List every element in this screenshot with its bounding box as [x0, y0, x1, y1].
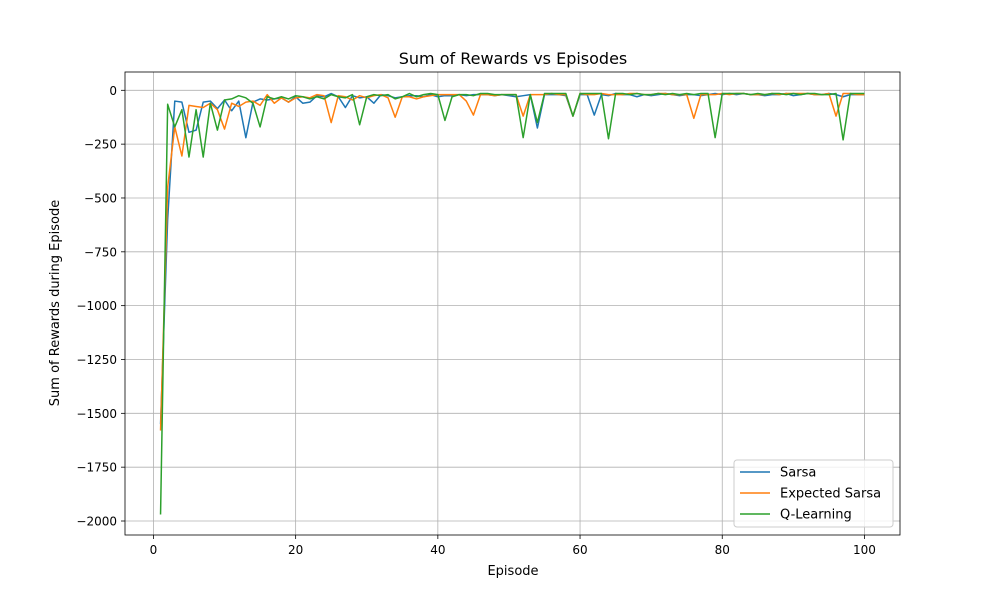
- x-axis-label: Episode: [487, 564, 538, 579]
- x-tick-label: 0: [150, 543, 158, 557]
- y-tick-label: −2000: [76, 515, 117, 529]
- series-line-q-learning: [159, 92, 865, 515]
- legend-label: Expected Sarsa: [780, 487, 881, 502]
- axes-frame: [124, 71, 901, 536]
- y-tick-label: −1000: [76, 299, 117, 313]
- legend: Sarsa Expected Sarsa Q-Learning: [733, 459, 894, 528]
- legend-box: [733, 459, 894, 528]
- y-tick-label: 0: [109, 84, 117, 98]
- x-tick-label: 20: [288, 543, 303, 557]
- legend-label: Sarsa: [780, 466, 816, 481]
- legend-label: Q-Learning: [780, 508, 852, 523]
- y-tick-label: −250: [84, 138, 117, 152]
- x-tick-label: 40: [430, 543, 445, 557]
- y-tick-label: −750: [84, 245, 117, 259]
- y-tick-label: −1750: [76, 461, 117, 475]
- chart-title: Sum of Rewards vs Episodes: [399, 49, 628, 68]
- x-tick-label: 80: [715, 543, 730, 557]
- y-axis-label: Sum of Rewards during Episode: [48, 200, 63, 406]
- x-tick-label: 100: [853, 543, 876, 557]
- y-tick-label: −1250: [76, 353, 117, 367]
- y-tick-label: −1500: [76, 407, 117, 421]
- x-tick-label: 60: [572, 543, 587, 557]
- plot-area: 0 20 40 60 80 100 0 −250 −500 −750 −1000 −1250 −1500…: [76, 71, 901, 557]
- y-tick-label: −500: [84, 191, 117, 205]
